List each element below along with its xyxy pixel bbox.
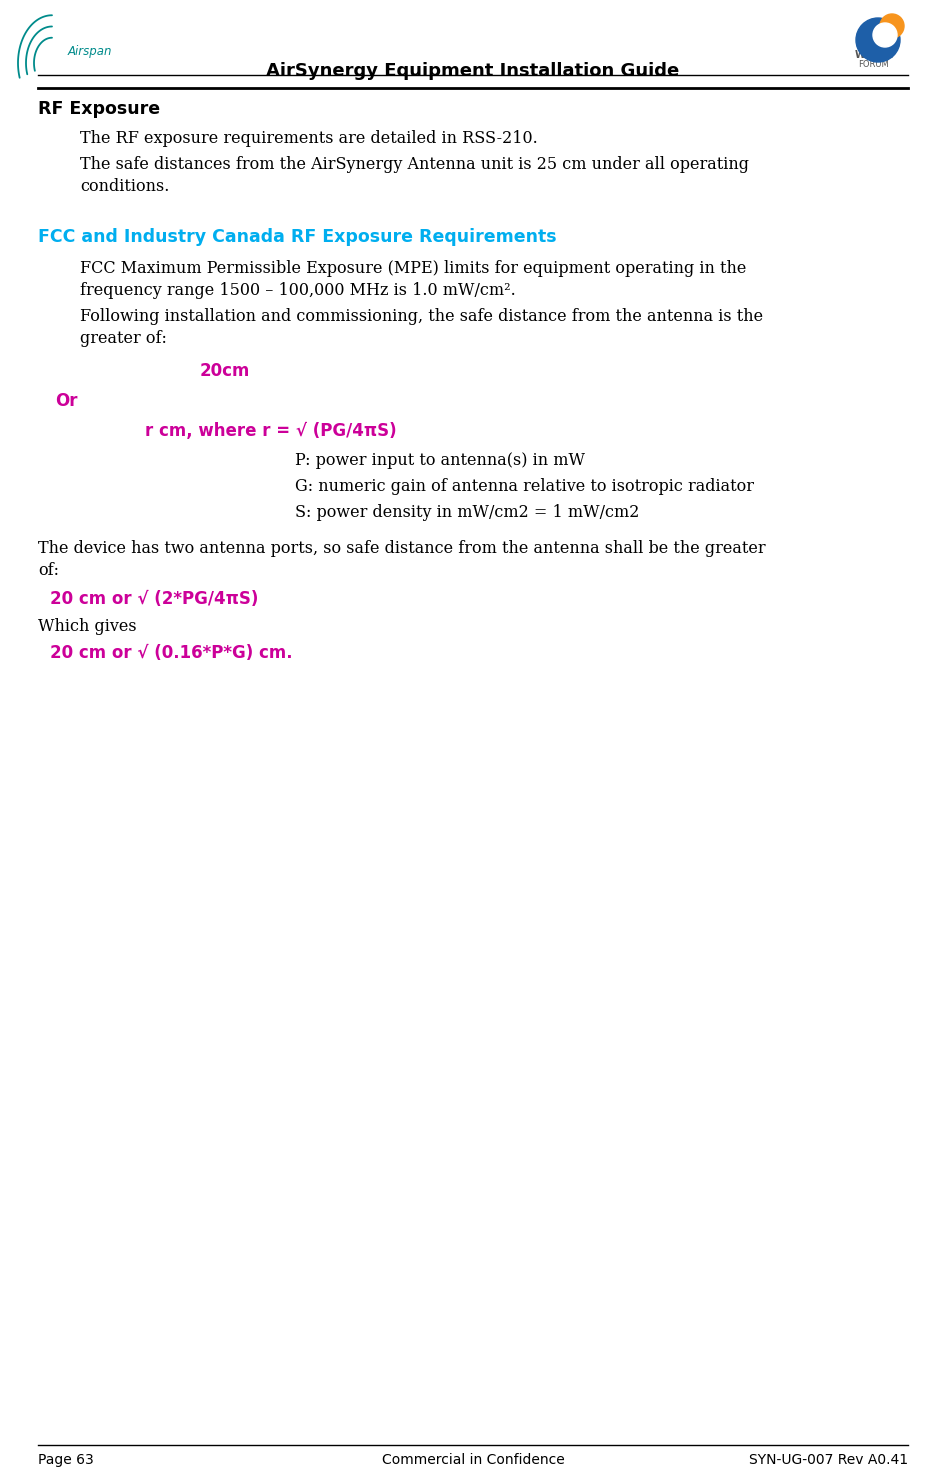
Text: 20 cm or √ (2*PG/4πS): 20 cm or √ (2*PG/4πS) (50, 590, 258, 608)
Text: Which gives: Which gives (38, 618, 136, 634)
Text: r cm, where r = √ (PG/4πS): r cm, where r = √ (PG/4πS) (145, 422, 396, 440)
Text: Or: Or (55, 393, 78, 411)
Text: S: power density in mW/cm2 = 1 mW/cm2: S: power density in mW/cm2 = 1 mW/cm2 (295, 504, 639, 522)
Circle shape (880, 13, 904, 39)
Text: FORUM: FORUM (858, 59, 888, 70)
Text: of:: of: (38, 562, 59, 579)
Text: RF Exposure: RF Exposure (38, 99, 160, 119)
Text: The device has two antenna ports, so safe distance from the antenna shall be the: The device has two antenna ports, so saf… (38, 539, 765, 557)
Text: FCC and Industry Canada RF Exposure Requirements: FCC and Industry Canada RF Exposure Requ… (38, 228, 556, 246)
Text: 20 cm or √ (0.16*P*G) cm.: 20 cm or √ (0.16*P*G) cm. (50, 645, 292, 662)
Text: frequency range 1500 – 100,000 MHz is 1.0 mW/cm².: frequency range 1500 – 100,000 MHz is 1.… (80, 282, 516, 299)
Text: FCC Maximum Permissible Exposure (MPE) limits for equipment operating in the: FCC Maximum Permissible Exposure (MPE) l… (80, 259, 746, 277)
Text: The safe distances from the AirSynergy Antenna unit is 25 cm under all operating: The safe distances from the AirSynergy A… (80, 156, 749, 173)
Text: The RF exposure requirements are detailed in RSS-210.: The RF exposure requirements are detaile… (80, 130, 537, 147)
Text: G: numeric gain of antenna relative to isotropic radiator: G: numeric gain of antenna relative to i… (295, 479, 754, 495)
Text: 20cm: 20cm (200, 362, 251, 379)
Text: P: power input to antenna(s) in mW: P: power input to antenna(s) in mW (295, 452, 585, 468)
Text: Page 63: Page 63 (38, 1452, 94, 1467)
Circle shape (873, 24, 897, 47)
Text: Following installation and commissioning, the safe distance from the antenna is : Following installation and commissioning… (80, 308, 763, 325)
Text: SYN-UG-007 Rev A0.41: SYN-UG-007 Rev A0.41 (749, 1452, 908, 1467)
Text: AirSynergy Equipment Installation Guide: AirSynergy Equipment Installation Guide (267, 62, 679, 80)
Text: greater of:: greater of: (80, 330, 166, 347)
Text: Airspan: Airspan (68, 44, 113, 58)
Text: Commercial in Confidence: Commercial in Confidence (381, 1452, 565, 1467)
Text: WiMAX: WiMAX (855, 50, 894, 59)
Text: conditions.: conditions. (80, 178, 169, 196)
Circle shape (856, 18, 900, 62)
